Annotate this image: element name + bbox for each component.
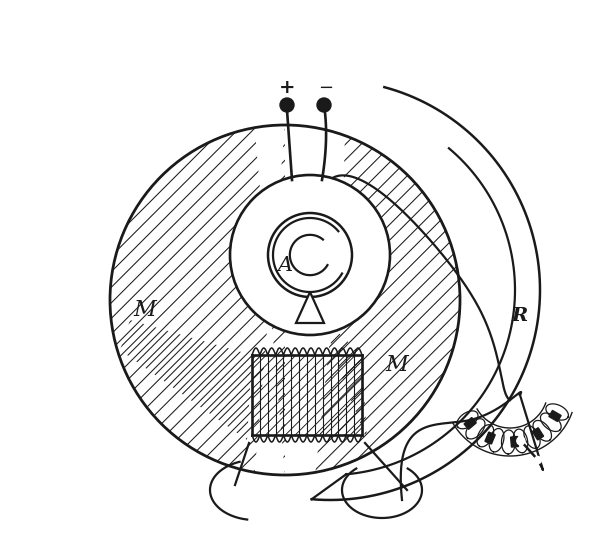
Polygon shape xyxy=(549,411,561,421)
Polygon shape xyxy=(511,437,518,447)
Polygon shape xyxy=(485,432,495,444)
Circle shape xyxy=(268,213,352,297)
Circle shape xyxy=(230,175,390,335)
Text: −: − xyxy=(319,79,334,97)
Circle shape xyxy=(517,437,525,445)
Polygon shape xyxy=(296,292,324,323)
Text: M: M xyxy=(386,354,409,376)
Polygon shape xyxy=(464,418,476,430)
Text: A: A xyxy=(277,256,293,275)
Text: M: M xyxy=(134,299,157,321)
Text: +: + xyxy=(279,79,295,97)
Circle shape xyxy=(280,98,294,112)
Polygon shape xyxy=(532,428,544,440)
Circle shape xyxy=(317,98,331,112)
Text: R: R xyxy=(512,307,528,325)
Circle shape xyxy=(535,457,542,464)
